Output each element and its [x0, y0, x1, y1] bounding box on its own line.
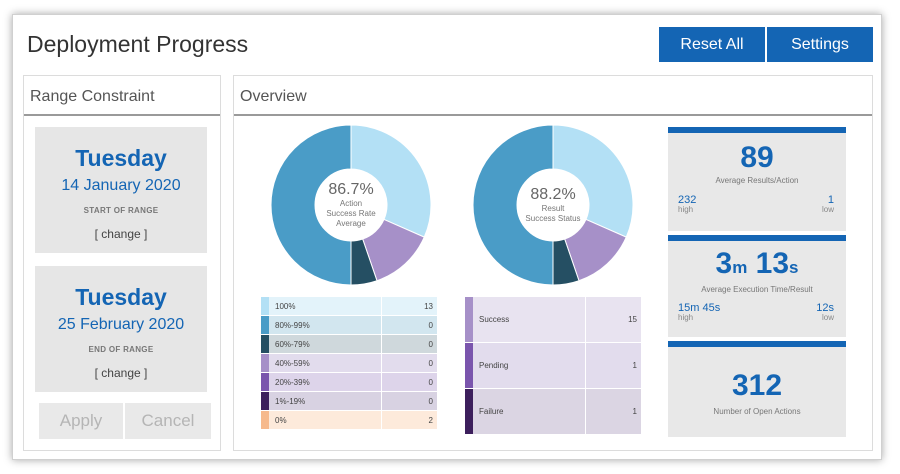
action-legend-row[interactable]: 0% 2: [261, 411, 437, 429]
result-legend-count: 1: [632, 361, 637, 370]
range-constraint-panel: Range Constraint Tuesday 14 January 2020…: [23, 75, 221, 451]
action-legend-row[interactable]: 1%-19% 0: [261, 392, 437, 410]
start-date-card: Tuesday 14 January 2020 START OF RANGE […: [35, 127, 207, 253]
action-legend-count: 13: [424, 301, 433, 311]
deployment-window: Deployment Progress Reset All Settings R…: [12, 14, 882, 460]
result-legend-count: 1: [632, 407, 637, 416]
result-legend-swatch: [465, 389, 473, 434]
avg-results-value: 89: [740, 141, 774, 174]
panel-divider: [234, 114, 872, 116]
start-change-link[interactable]: [ change ]: [94, 227, 148, 241]
result-legend-row[interactable]: Failure 1: [465, 389, 641, 434]
end-change-link[interactable]: [ change ]: [94, 366, 148, 380]
result-legend-swatch: [465, 343, 473, 388]
result-legend-row[interactable]: Success 15: [465, 297, 641, 342]
action-legend-swatch: [261, 316, 269, 334]
action-legend-label: 1%-19%: [275, 396, 306, 406]
result-legend-label: Success: [479, 315, 510, 324]
action-legend-swatch: [261, 373, 269, 391]
result-status-donut: 88.2% Result Success Status: [471, 123, 635, 287]
avg-exec-time-value: 3m 13s: [715, 247, 799, 280]
start-date: 14 January 2020: [61, 177, 181, 194]
page-title: Deployment Progress: [27, 31, 249, 57]
result-donut-hole: [517, 169, 589, 241]
action-legend-row[interactable]: 80%-99% 0: [261, 316, 437, 334]
action-legend-label: 40%-59%: [275, 358, 310, 368]
action-legend-count: 2: [428, 415, 433, 425]
apply-button[interactable]: Apply: [39, 403, 123, 439]
open-actions-caption: Number of Open Actions: [713, 407, 801, 416]
avg-results-card: 89 Average Results/Action 232 high 1 low: [668, 127, 846, 231]
result-donut-chart: [472, 124, 634, 286]
action-legend-label: 0%: [275, 415, 287, 425]
result-legend-label: Pending: [479, 361, 509, 370]
action-legend-row[interactable]: 100% 13: [261, 297, 437, 315]
action-legend-swatch: [261, 354, 269, 372]
action-legend-swatch: [261, 392, 269, 410]
action-legend-label: 60%-79%: [275, 339, 310, 349]
avg-exec-time-low: 12s low: [816, 302, 834, 323]
action-legend-row[interactable]: 20%-39% 0: [261, 373, 437, 391]
avg-exec-time-high: 15m 45s high: [678, 302, 721, 323]
result-legend-count: 15: [628, 315, 637, 324]
settings-button[interactable]: Settings: [767, 27, 873, 62]
action-legend-count: 0: [428, 339, 433, 349]
cancel-button[interactable]: Cancel: [125, 403, 211, 439]
result-legend-swatch: [465, 297, 473, 342]
end-date-card: Tuesday 25 February 2020 END OF RANGE [ …: [35, 266, 207, 392]
result-legend-label: Failure: [479, 407, 504, 416]
panel-divider: [24, 114, 220, 116]
action-legend-swatch: [261, 335, 269, 353]
action-legend-label: 80%-99%: [275, 320, 310, 330]
action-legend-count: 0: [428, 396, 433, 406]
action-legend-row[interactable]: 40%-59% 0: [261, 354, 437, 372]
result-legend-row[interactable]: Pending 1: [465, 343, 641, 388]
action-legend-swatch: [261, 297, 269, 315]
avg-results-low: 1 low: [821, 194, 834, 215]
range-panel-title: Range Constraint: [30, 88, 155, 105]
action-donut-hole: [315, 169, 387, 241]
start-day: Tuesday: [75, 145, 167, 171]
start-caption: START OF RANGE: [83, 206, 159, 215]
open-actions-card: 312 Number of Open Actions: [668, 341, 846, 437]
action-legend-row[interactable]: 60%-79% 0: [261, 335, 437, 353]
avg-exec-time-caption: Average Execution Time/Result: [701, 285, 813, 294]
action-success-donut: 86.7% Action Success Rate Average: [269, 123, 433, 287]
action-legend-count: 0: [428, 377, 433, 387]
end-caption: END OF RANGE: [88, 345, 154, 354]
overview-title: Overview: [240, 88, 307, 105]
action-legend-label: 20%-39%: [275, 377, 310, 387]
reset-all-button[interactable]: Reset All: [659, 27, 765, 62]
action-legend-label: 100%: [275, 301, 296, 311]
action-donut-chart: [270, 124, 432, 286]
end-day: Tuesday: [75, 284, 167, 310]
action-legend-swatch: [261, 411, 269, 429]
action-legend-count: 0: [428, 320, 433, 330]
avg-exec-time-card: 3m 13s Average Execution Time/Result 15m…: [668, 235, 846, 337]
avg-results-caption: Average Results/Action: [715, 176, 799, 185]
action-legend-count: 0: [428, 358, 433, 368]
end-date: 25 February 2020: [57, 316, 185, 333]
open-actions-value: 312: [731, 369, 783, 402]
avg-results-high: 232 high: [678, 194, 697, 215]
